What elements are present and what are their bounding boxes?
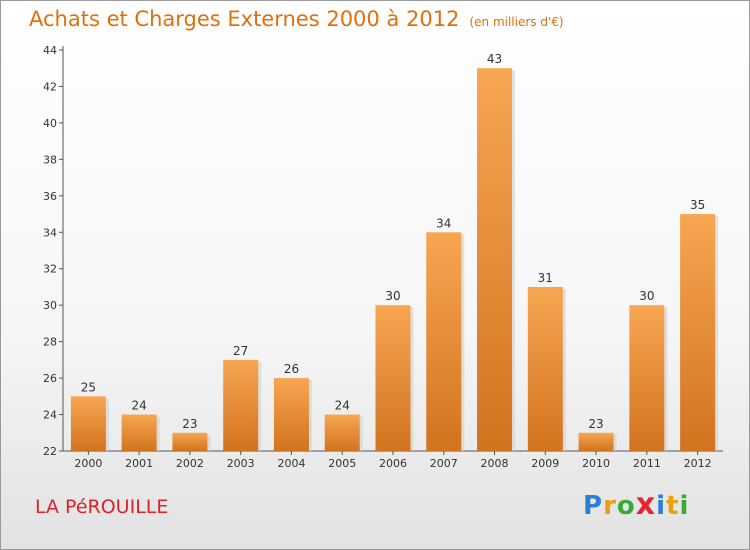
bar — [527, 286, 563, 451]
data-label: 24 — [132, 399, 147, 413]
data-label: 35 — [690, 198, 705, 212]
x-tick-label: 2000 — [74, 457, 102, 470]
x-tick-label: 2007 — [430, 457, 458, 470]
x-axis: 2000 2001 2002 2003 2004 2005 2006 2007 2008 2009… — [63, 450, 723, 470]
y-tick-label: 44 — [43, 44, 57, 57]
x-tick-label: 2008 — [481, 457, 509, 470]
y-tick-label: 32 — [43, 263, 57, 276]
chart-subtitle: (en milliers d'€) — [469, 15, 564, 29]
data-label: 23 — [588, 417, 603, 431]
bar — [121, 414, 157, 451]
bar — [578, 432, 614, 451]
y-tick-label: 34 — [43, 226, 57, 239]
data-label: 26 — [284, 362, 299, 376]
data-label: 34 — [436, 216, 451, 230]
chart-title: Achats et Charges Externes 2000 à 2012 (e… — [29, 7, 564, 31]
y-tick-label: 22 — [43, 445, 57, 458]
y-tick-label: 24 — [43, 409, 57, 422]
x-tick-label: 2010 — [582, 457, 610, 470]
data-label: 43 — [487, 52, 502, 66]
proxiti-logo[interactable]: Proxiti — [583, 487, 690, 522]
y-tick-label: 38 — [43, 153, 57, 166]
bar — [324, 414, 360, 451]
x-tick-label: 2011 — [633, 457, 661, 470]
bar — [477, 68, 513, 452]
bar — [223, 359, 259, 451]
bar — [629, 305, 665, 451]
bars: 25 24 23 27 26 24 30 34 43 31 23 30 35 — [70, 52, 719, 452]
y-tick-label: 30 — [43, 299, 57, 312]
data-label: 27 — [233, 344, 248, 358]
y-tick-label: 40 — [43, 117, 57, 130]
bar — [375, 305, 411, 451]
data-label: 31 — [538, 271, 553, 285]
x-tick-label: 2002 — [176, 457, 204, 470]
y-tick-label: 26 — [43, 372, 57, 385]
data-label: 30 — [385, 289, 400, 303]
data-label: 25 — [81, 380, 96, 394]
data-label: 30 — [639, 289, 654, 303]
x-tick-label: 2006 — [379, 457, 407, 470]
bar — [680, 214, 716, 451]
chart-title-text: Achats et Charges Externes 2000 à 2012 — [29, 7, 460, 31]
commune-name: LA PéROUILLE — [35, 496, 169, 518]
bar — [273, 378, 309, 451]
x-tick-label: 2004 — [277, 457, 305, 470]
data-label: 24 — [335, 399, 350, 413]
y-tick-label: 36 — [43, 190, 57, 203]
x-tick-label: 2009 — [531, 457, 559, 470]
y-tick-label: 42 — [43, 80, 57, 93]
x-tick-label: 2012 — [684, 457, 712, 470]
data-label: 23 — [182, 417, 197, 431]
x-tick-label: 2003 — [227, 457, 255, 470]
bar — [172, 432, 208, 451]
bar — [70, 396, 106, 451]
x-tick-label: 2005 — [328, 457, 356, 470]
y-axis: 22 24 26 28 30 32 34 36 38 40 42 44 — [43, 44, 64, 458]
y-tick-label: 28 — [43, 336, 57, 349]
x-tick-label: 2001 — [125, 457, 153, 470]
bar — [426, 232, 462, 451]
